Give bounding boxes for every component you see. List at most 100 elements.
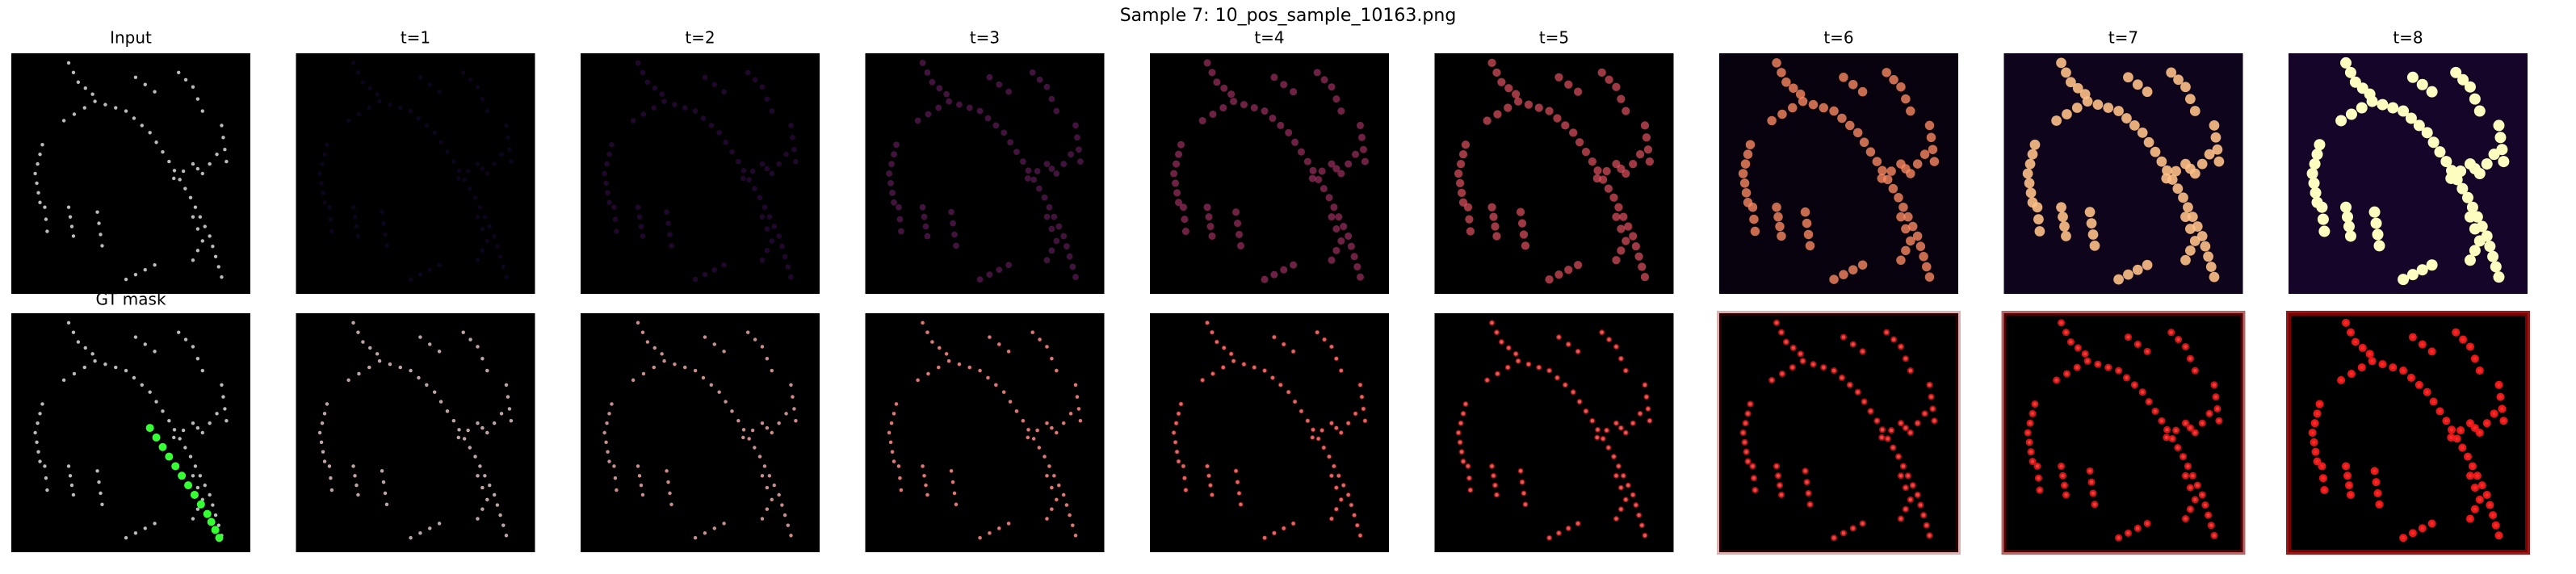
stroke-dot xyxy=(506,395,510,399)
activation-dot xyxy=(2345,108,2357,120)
stroke-dot xyxy=(722,522,726,526)
activation-dot xyxy=(1513,97,1523,106)
activation-dot xyxy=(2129,120,2140,131)
overlay-dot xyxy=(2151,407,2159,415)
overlay-dot xyxy=(418,531,422,534)
overlay-dot xyxy=(1525,361,1532,367)
activation-dot xyxy=(1859,137,1869,148)
overlay-dot xyxy=(957,362,962,367)
activation-dot xyxy=(1581,148,1591,157)
activation-dot xyxy=(1454,169,1463,178)
overlay-dot xyxy=(1589,417,1596,424)
image-panel xyxy=(2003,53,2243,294)
stroke-dot xyxy=(211,244,215,249)
stroke-dot xyxy=(1061,492,1066,497)
overlay-dot xyxy=(1044,517,1049,522)
activation-dot xyxy=(2062,109,2072,119)
stroke-dot xyxy=(71,234,76,238)
activation-dot xyxy=(1198,116,1206,124)
activation-dot xyxy=(1634,252,1643,261)
activation-dot xyxy=(1901,224,1911,234)
stroke-dot xyxy=(888,440,893,445)
overlay-dot xyxy=(2086,467,2094,475)
overlay-dot xyxy=(318,431,321,434)
overlay-dot xyxy=(458,428,461,431)
overlay-dot xyxy=(2058,319,2066,327)
activation-dot xyxy=(886,170,892,177)
stroke-dot xyxy=(610,402,614,406)
overlay-dot xyxy=(2184,462,2192,470)
overlay-dot xyxy=(2357,363,2366,372)
stroke-dot xyxy=(636,321,640,325)
activation-dot xyxy=(606,199,612,206)
overlay-dot xyxy=(2351,337,2360,346)
activation-dot xyxy=(487,224,492,229)
activation-dot xyxy=(1612,82,1621,91)
overlay-dot xyxy=(770,497,774,501)
overlay-dot xyxy=(2494,531,2503,540)
activation-dot xyxy=(1901,94,1911,104)
stroke-dot xyxy=(896,464,901,468)
overlay-dot xyxy=(1484,377,1491,383)
overlay-dot xyxy=(1078,418,1083,423)
activation-dot xyxy=(381,220,386,226)
activation-dot xyxy=(769,108,775,114)
stroke-dot xyxy=(772,483,776,488)
overlay-dot xyxy=(1517,467,1524,474)
activation-dot xyxy=(2086,218,2097,228)
activation-dot xyxy=(2162,165,2172,176)
activation-dot xyxy=(1077,158,1084,165)
stroke-dot xyxy=(641,371,646,376)
activation-dot xyxy=(1309,166,1317,174)
overlay-dot xyxy=(1333,506,1339,512)
overlay-dot xyxy=(665,469,669,473)
overlay-dot xyxy=(2427,347,2436,356)
activation-dot xyxy=(1328,83,1336,91)
activation-dot xyxy=(1034,168,1041,174)
activation-dot xyxy=(1800,207,1810,217)
overlay-dot xyxy=(760,421,764,425)
activation-dot xyxy=(888,161,895,167)
stroke-dot xyxy=(499,412,504,416)
stroke-dot xyxy=(191,161,195,166)
stroke-dot xyxy=(200,171,204,176)
stroke-dot xyxy=(762,464,767,468)
activation-dot xyxy=(2183,202,2193,213)
activation-dot xyxy=(1303,157,1311,165)
activation-dot xyxy=(1361,157,1369,165)
activation-dot xyxy=(605,190,610,196)
overlay-dot xyxy=(2373,488,2382,497)
overlay-dot xyxy=(703,335,707,339)
overlay-dot xyxy=(1362,418,1368,424)
activation-dot xyxy=(2469,223,2481,235)
activation-dot xyxy=(1072,122,1079,129)
activation-dot xyxy=(1315,175,1323,183)
activation-dot xyxy=(1048,95,1055,103)
activation-dot xyxy=(2084,207,2096,218)
overlay-dot xyxy=(2066,338,2075,346)
panel-background xyxy=(2289,313,2528,552)
stroke-dot xyxy=(930,340,934,344)
activation-dot xyxy=(1738,169,1748,178)
panel-background xyxy=(865,53,1105,294)
stroke-dot xyxy=(994,383,998,387)
overlay-dot xyxy=(996,526,1001,530)
stroke-dot xyxy=(485,497,489,502)
stroke-dot xyxy=(892,412,896,416)
activation-dot xyxy=(1213,78,1221,86)
overlay-dot xyxy=(894,401,899,406)
overlay-dot xyxy=(1340,483,1346,488)
gt-mask-dot xyxy=(207,517,216,526)
activation-dot xyxy=(2189,236,2201,246)
activation-dot xyxy=(1521,241,1530,250)
activation-dot xyxy=(1043,83,1051,90)
overlay-dot xyxy=(1505,345,1512,351)
activation-dot xyxy=(612,216,619,222)
activation-dot xyxy=(388,102,392,107)
activation-dot xyxy=(2209,120,2220,131)
overlay-dot xyxy=(2346,328,2355,337)
activation-dot xyxy=(1236,241,1244,249)
stroke-dot xyxy=(478,464,482,468)
overlay-dot xyxy=(1622,429,1629,436)
activation-dot xyxy=(1068,151,1074,158)
